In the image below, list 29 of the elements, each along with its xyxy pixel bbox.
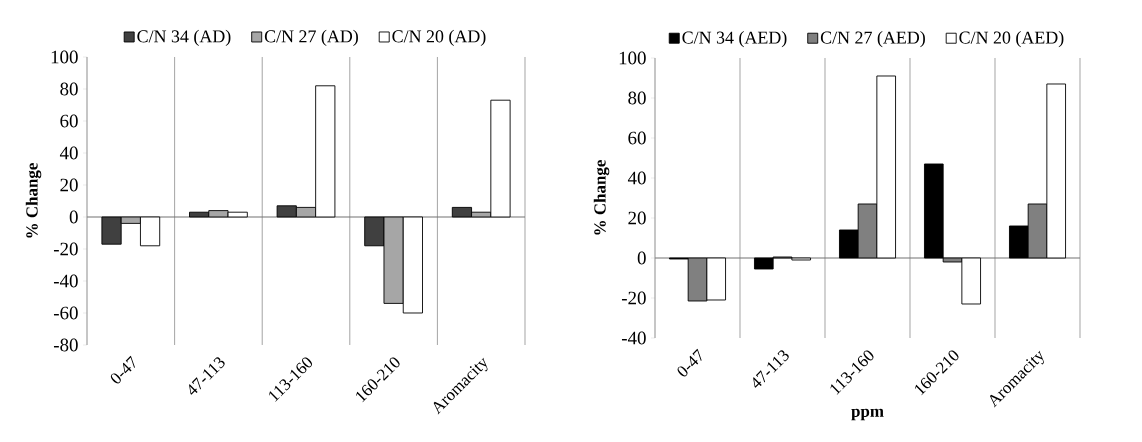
y-tick-label: 40 [59,146,78,160]
x-tick-label: 0-47 [110,355,135,384]
legend-label: C/N 20 (AD) [392,29,486,47]
x-tick-label: 0-47 [677,348,702,377]
y-tick-label: 20 [60,178,78,192]
y-tick-label: -20 [621,291,646,305]
y-tick-label: -20 [53,242,78,256]
legend-label: C/N 27 (AD) [264,29,358,47]
y-tick-label: 100 [619,51,646,65]
legend-label: C/N 34 (AED) [682,31,787,48]
y-tick-label: -60 [53,306,78,320]
y-tick-label: 80 [60,82,78,96]
y-tick-label: 0 [69,210,78,224]
y-tick-label: 60 [628,131,646,145]
y-tick-label: -80 [53,338,78,352]
y-tick-label: 0 [637,251,646,265]
y-tick-label: 60 [60,114,78,128]
y-tick-label: 80 [628,91,646,105]
y-axis-title: % Change [25,163,42,238]
y-tick-label: -40 [53,274,78,288]
y-tick-label: 100 [51,50,78,64]
legend-label: C/N 34 (AD) [137,29,231,47]
y-tick-label: -40 [621,331,646,345]
y-tick-label: 20 [628,211,646,225]
y-tick-label: 40 [627,171,646,185]
legend-label: C/N 27 (AED) [820,31,925,48]
legend-label: C/N 20 (AED) [959,31,1064,48]
x-axis-title: ppm [851,408,884,421]
y-axis-title: % Change [593,160,610,235]
